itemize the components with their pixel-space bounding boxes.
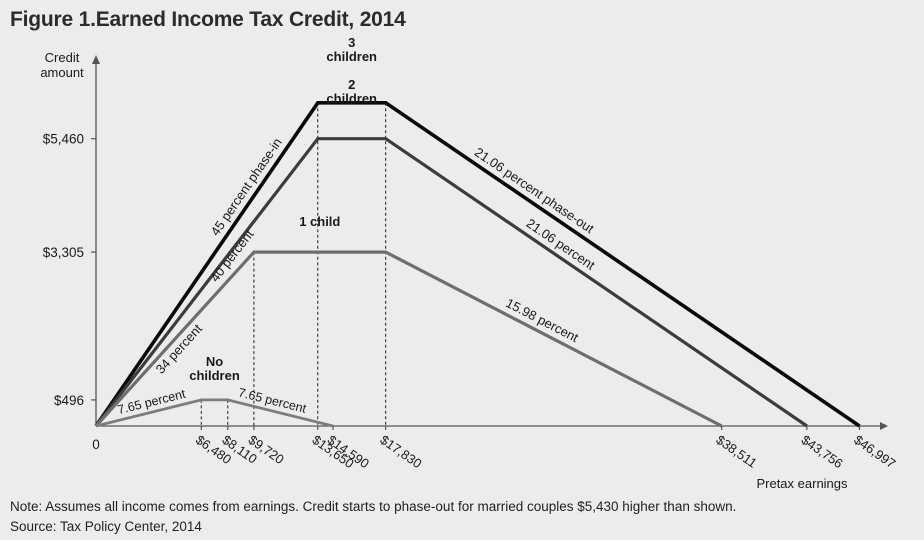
series-line <box>94 137 808 428</box>
y-tick-label: $5,460 <box>43 132 84 147</box>
y-tick-label: $3,305 <box>43 245 84 260</box>
series-name-label: 2 children <box>326 77 377 106</box>
y-axis-arrow <box>92 55 100 64</box>
x-tick-label: $17,830 <box>377 432 424 471</box>
x-tick-label: $38,511 <box>713 432 759 471</box>
source-text: Source: Tax Policy Center, 2014 <box>10 519 202 534</box>
series-line <box>94 101 861 428</box>
x-axis-arrow <box>880 422 888 430</box>
x-tick-label: $46,997 <box>851 432 898 471</box>
y-tick-label: $496 <box>54 393 84 408</box>
note-text: Note: Assumes all income comes from earn… <box>10 499 737 514</box>
series-name-label: 3 children <box>326 35 377 64</box>
series-line <box>94 250 723 428</box>
y-axis-title: Credit amount <box>40 50 84 80</box>
series-lines <box>94 101 861 428</box>
segment-label: 45 percent phase-in <box>207 135 284 238</box>
series-name-label: 1 child <box>299 214 340 229</box>
series-name-label: No children <box>189 354 240 383</box>
series-line <box>95 398 334 428</box>
x-tick-label: 0 <box>92 437 100 452</box>
x-tick-label: $43,756 <box>799 432 846 471</box>
axes: Credit amount Pretax earnings <box>40 50 888 491</box>
x-axis-title: Pretax earnings <box>756 476 848 491</box>
figure-title: Figure 1.Earned Income Tax Credit, 2014 <box>10 8 406 31</box>
labels: 45 percent phase-in 21.06 percent phase-o… <box>116 35 598 417</box>
drop-lines <box>200 102 387 426</box>
